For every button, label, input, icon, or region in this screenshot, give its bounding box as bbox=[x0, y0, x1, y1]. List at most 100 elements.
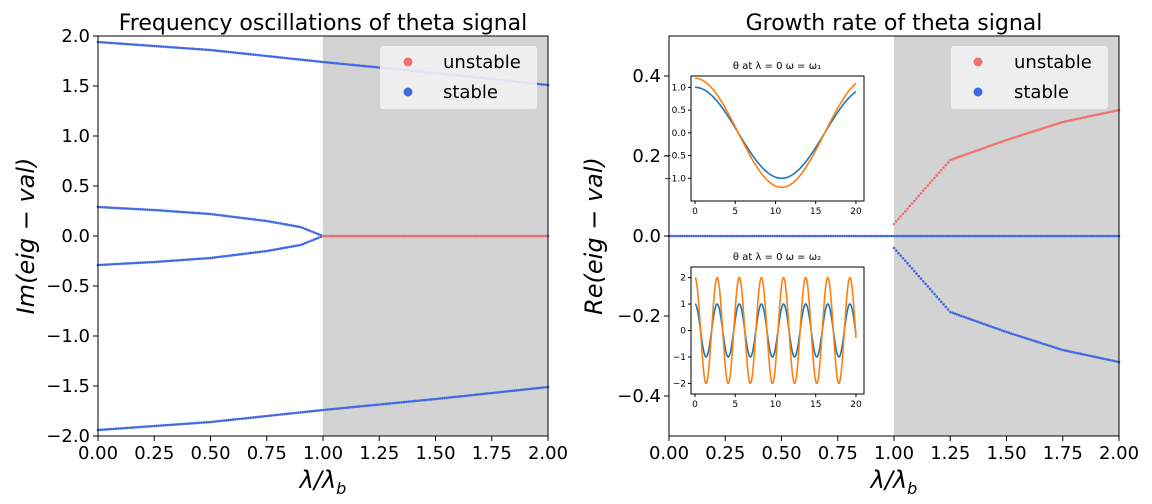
left-stable-point bbox=[184, 258, 188, 262]
left-stable-point bbox=[155, 208, 158, 212]
left-stable-point bbox=[236, 216, 239, 219]
left-stable-point bbox=[137, 43, 140, 47]
left-stable-point bbox=[294, 224, 298, 228]
left-stable-point bbox=[148, 44, 152, 47]
left-stable-point bbox=[164, 259, 167, 263]
left-unstable-point bbox=[434, 234, 437, 238]
right-unstable-point bbox=[953, 157, 957, 160]
right-legend-label-stable: stable bbox=[1014, 82, 1069, 103]
right-stable-point bbox=[892, 246, 896, 250]
right-stable-point bbox=[901, 234, 905, 238]
left-unstable-point bbox=[479, 234, 482, 238]
left-stable-point bbox=[245, 416, 248, 420]
left-unstable-point bbox=[470, 234, 473, 238]
left-stable-point bbox=[339, 62, 343, 66]
left-stable-point bbox=[222, 255, 226, 258]
left-stable-point bbox=[301, 58, 305, 62]
inset2-y-tick-label: −1 bbox=[673, 353, 686, 363]
left-stable-point bbox=[233, 253, 237, 257]
left-stable-point bbox=[116, 206, 120, 210]
right-stable-point bbox=[1032, 339, 1035, 342]
left-stable-point bbox=[402, 400, 406, 404]
left-stable-point bbox=[209, 256, 212, 260]
left-stable-point bbox=[101, 428, 104, 431]
right-stable-point bbox=[1074, 351, 1078, 355]
right-unstable-point bbox=[975, 149, 979, 152]
left-stable-point bbox=[384, 402, 388, 406]
right-stable-point bbox=[798, 234, 801, 238]
left-stable-point bbox=[420, 399, 424, 402]
right-unstable-point bbox=[991, 143, 995, 147]
left-stable-point bbox=[179, 210, 183, 214]
left-stable-point bbox=[362, 404, 365, 408]
right-stable-point bbox=[825, 234, 828, 238]
right-stable-point bbox=[744, 234, 747, 238]
left-stable-point bbox=[375, 65, 379, 69]
left-stable-point bbox=[278, 247, 282, 250]
left-stable-point bbox=[168, 209, 172, 213]
left-stable-point bbox=[233, 215, 237, 219]
right-unstable-point bbox=[946, 161, 950, 164]
left-stable-point bbox=[476, 393, 480, 396]
left-stable-point bbox=[148, 208, 152, 212]
left-stable-point bbox=[274, 221, 278, 224]
left-unstable-point bbox=[443, 234, 446, 238]
left-stable-point bbox=[209, 420, 212, 424]
right-stable-point bbox=[964, 316, 968, 319]
left-stable-point bbox=[188, 47, 192, 50]
left-stable-point bbox=[209, 212, 212, 216]
right-stable-point bbox=[894, 249, 898, 252]
inset2-x-tick-label: 5 bbox=[732, 400, 738, 410]
left-stable-point bbox=[294, 244, 298, 248]
right-stable-point bbox=[930, 290, 934, 293]
right-unstable-point bbox=[978, 148, 981, 151]
right-stable-point bbox=[1059, 347, 1062, 351]
left-legend-marker-unstable bbox=[403, 57, 413, 67]
left-stable-point bbox=[299, 58, 302, 61]
right-stable-point bbox=[906, 234, 909, 238]
left-stable-point bbox=[510, 389, 514, 393]
right-stable-point bbox=[1110, 234, 1114, 238]
left-stable-point bbox=[186, 47, 190, 50]
right-stable-point bbox=[980, 321, 984, 325]
right-stable-point bbox=[1052, 345, 1056, 349]
right-stable-point bbox=[908, 234, 912, 238]
right-unstable-point bbox=[1043, 126, 1047, 130]
right-stable-point bbox=[703, 234, 707, 238]
right-unstable-point bbox=[1061, 120, 1065, 124]
left-x-ticks: 0.00 0.25 0.50 0.75 1.00 1.25 1.50 1.75 2.00 bbox=[78, 436, 568, 464]
right-stable-point bbox=[1113, 359, 1116, 363]
right-unstable-point bbox=[910, 202, 914, 205]
left-stable-point bbox=[121, 42, 125, 46]
left-stable-point bbox=[287, 245, 291, 249]
left-unstable-point bbox=[362, 234, 365, 238]
left-stable-point bbox=[366, 65, 370, 68]
right-unstable-point bbox=[1011, 136, 1015, 140]
left-stable-point bbox=[465, 394, 469, 397]
right-stable-point bbox=[1041, 234, 1044, 238]
left-stable-point bbox=[159, 209, 163, 212]
right-unstable-point bbox=[971, 150, 975, 154]
right-unstable-point bbox=[1068, 119, 1071, 122]
left-stable-point bbox=[395, 401, 399, 405]
left-stable-point bbox=[348, 406, 352, 409]
right-stable-point bbox=[1007, 331, 1011, 335]
right-x-tick-label: 0.75 bbox=[818, 443, 858, 464]
right-x-tick-label: 1.50 bbox=[986, 443, 1026, 464]
right-stable-point bbox=[1005, 234, 1008, 238]
inset1-y-tick-label: −0.5 bbox=[664, 152, 686, 162]
left-stable-point bbox=[296, 244, 300, 247]
left-stable-point bbox=[375, 403, 379, 407]
left-unstable-point bbox=[427, 234, 431, 238]
right-stable-point bbox=[910, 267, 914, 270]
left-stable-point bbox=[110, 262, 113, 266]
left-stable-point bbox=[98, 205, 102, 209]
left-stable-point bbox=[272, 413, 275, 417]
left-stable-point bbox=[116, 262, 120, 266]
left-unstable-point bbox=[364, 234, 368, 238]
left-stable-point bbox=[269, 414, 273, 417]
right-unstable-point bbox=[921, 189, 925, 193]
right-stable-point bbox=[1043, 234, 1047, 238]
left-unstable-point bbox=[467, 234, 471, 238]
right-stable-point bbox=[849, 234, 853, 238]
